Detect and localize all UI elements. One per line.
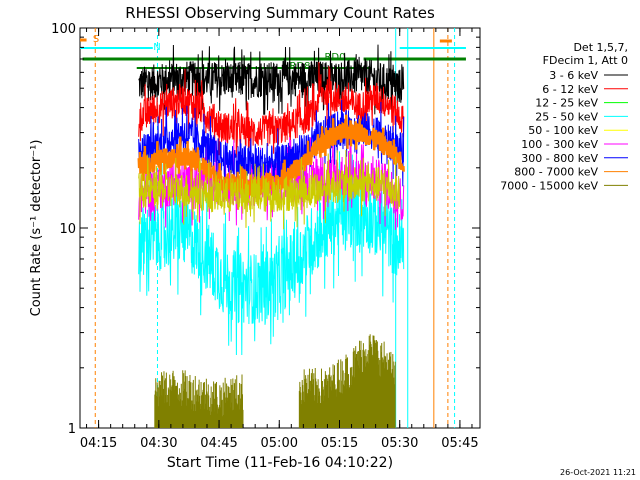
legend-label: 25 - 50 keV	[535, 110, 598, 123]
chart-marks: S N RD0 RD8	[80, 28, 466, 428]
y-tick-label: 1	[68, 422, 76, 437]
legend-label: 3 - 6 keV	[549, 69, 598, 82]
flag-label: N	[153, 42, 160, 53]
legend-label: 300 - 800 keV	[521, 152, 598, 165]
legend-label: 100 - 300 keV	[521, 138, 598, 151]
y-tick-label: 10	[59, 222, 76, 237]
y-tick-label: 100	[51, 22, 76, 37]
x-tick-label: 04:15	[80, 436, 117, 451]
series-7000-15000-kev	[154, 334, 396, 428]
x-tick-label: 04:30	[140, 436, 177, 451]
chart-title: RHESSI Observing Summary Count Rates	[125, 4, 435, 22]
series-800-7000-kev	[137, 114, 405, 203]
legend-label: 12 - 25 keV	[535, 97, 598, 110]
x-tick-label: 04:45	[200, 436, 237, 451]
legend-header: Det 1,5,7,	[573, 41, 628, 54]
series-3-6-kev	[138, 44, 405, 115]
legend-label: 50 - 100 keV	[528, 124, 598, 137]
y-axis: 1 10 100	[51, 22, 480, 437]
y-axis-label: Count Rate (s⁻¹ detector⁻¹)	[29, 140, 44, 317]
flag-label: S	[93, 34, 99, 45]
x-tick-label: 05:00	[261, 436, 298, 451]
flag-label: RD0	[324, 52, 345, 63]
legend-label: 800 - 7000 keV	[514, 166, 598, 179]
timestamp: 26-Oct-2021 11:21	[560, 468, 636, 477]
x-tick-label: 05:15	[321, 436, 358, 451]
legend-label: 7000 - 15000 keV	[500, 179, 598, 192]
x-axis: 04:15 04:30 04:45 05:00 05:15 05:30 05:45	[80, 28, 479, 451]
legend-label: 6 - 12 keV	[542, 83, 598, 96]
x-tick-label: 05:30	[381, 436, 418, 451]
legend-header: FDecim 1, Att 0	[543, 54, 628, 67]
series-yellow-band	[138, 149, 400, 230]
x-tick-label: 05:45	[441, 436, 478, 451]
x-axis-label: Start Time (11-Feb-16 04:10:22)	[167, 455, 393, 471]
flag-label: RD8	[289, 61, 310, 72]
